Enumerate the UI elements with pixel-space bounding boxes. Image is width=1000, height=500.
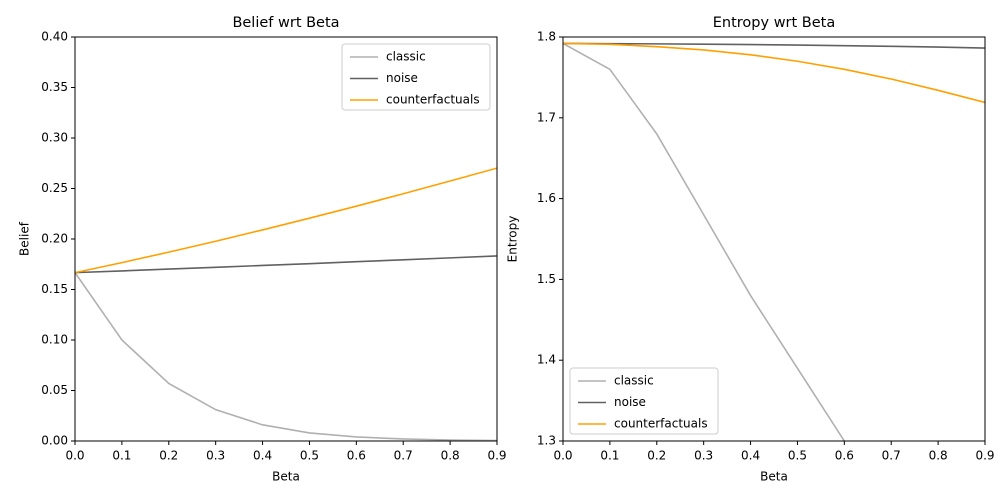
series-line <box>75 272 497 441</box>
legend-label: noise <box>386 71 418 85</box>
series-line <box>75 167 497 274</box>
y-tick-label: 1.8 <box>537 30 556 44</box>
series-line <box>563 42 985 104</box>
y-axis-label: Belief <box>18 221 32 256</box>
legend-label: noise <box>614 395 646 409</box>
axes-frame <box>74 36 498 442</box>
x-tick-label: 0.3 <box>694 449 713 463</box>
x-tick-label: 0.1 <box>600 449 619 463</box>
x-tick-label: 0.8 <box>441 449 460 463</box>
x-tick-label: 0.9 <box>975 449 994 463</box>
y-tick-label: 0.30 <box>41 131 68 145</box>
y-tick-label: 1.4 <box>537 353 556 367</box>
legend-label: classic <box>614 374 654 388</box>
plot-area <box>75 167 497 441</box>
x-tick-label: 0.2 <box>647 449 666 463</box>
y-tick-label: 0.20 <box>41 232 68 246</box>
y-tick-label: 1.6 <box>537 191 556 205</box>
x-tick-label: 0.5 <box>300 449 319 463</box>
legend-box <box>569 367 719 435</box>
y-tick-label: 0.00 <box>41 434 68 448</box>
x-tick-label: 0.7 <box>882 449 901 463</box>
legend-label: counterfactuals <box>386 93 480 107</box>
y-tick-label: 0.25 <box>41 181 68 195</box>
x-tick-label: 0.1 <box>112 449 131 463</box>
series-line <box>75 255 497 274</box>
axes-frame <box>562 36 986 442</box>
x-tick-label: 0.8 <box>929 449 948 463</box>
y-tick-label: 0.10 <box>41 333 68 347</box>
series-line <box>563 42 985 49</box>
y-tick-label: 0.40 <box>41 30 68 44</box>
chart-title: Belief wrt Beta <box>232 15 339 31</box>
x-axis-label: Beta <box>272 470 300 484</box>
x-tick-label: 0.4 <box>253 449 272 463</box>
x-tick-label: 0.6 <box>835 449 854 463</box>
x-tick-label: 0.4 <box>741 449 760 463</box>
x-tick-label: 0.6 <box>347 449 366 463</box>
y-tick-label: 1.7 <box>537 110 556 124</box>
x-tick-label: 0.3 <box>206 449 225 463</box>
series-line <box>563 42 846 441</box>
x-tick-label: 0.5 <box>788 449 807 463</box>
x-tick-label: 0.0 <box>65 449 84 463</box>
y-tick-label: 0.35 <box>41 80 68 94</box>
y-tick-label: 0.05 <box>41 383 68 397</box>
chart-title: Entropy wrt Beta <box>713 15 836 31</box>
plot-area <box>563 42 985 441</box>
x-tick-label: 0.9 <box>487 449 506 463</box>
x-axis-label: Beta <box>760 470 788 484</box>
x-tick-label: 0.2 <box>159 449 178 463</box>
y-axis-label: Entropy <box>506 216 520 263</box>
y-tick-label: 1.5 <box>537 272 556 286</box>
y-tick-label: 0.15 <box>41 282 68 296</box>
x-tick-label: 0.0 <box>553 449 572 463</box>
legend-box <box>341 43 491 111</box>
x-tick-label: 0.7 <box>394 449 413 463</box>
legend-label: classic <box>386 50 426 64</box>
legend-label: counterfactuals <box>614 417 708 431</box>
y-tick-label: 1.3 <box>537 434 556 448</box>
